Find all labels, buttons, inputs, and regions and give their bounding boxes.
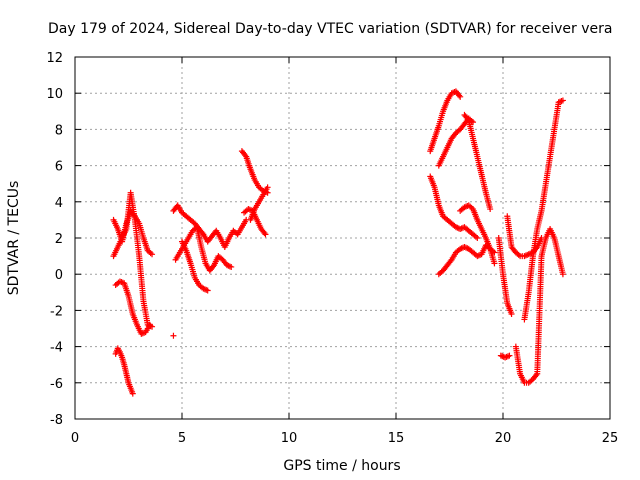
x-tick-label: 20 (495, 431, 512, 446)
data-point (506, 352, 513, 359)
data-point (262, 231, 269, 238)
data-point (146, 321, 153, 328)
data-point (242, 152, 249, 159)
data-point (533, 372, 540, 379)
data-point (558, 98, 565, 105)
data-series-segment (495, 235, 515, 318)
y-tick-label: 10 (46, 87, 63, 102)
data-point (487, 206, 494, 213)
grid-lines (75, 57, 610, 419)
y-tick-label: -4 (50, 341, 63, 356)
data-point (559, 97, 566, 104)
x-tick-label: 25 (602, 431, 619, 446)
data-series-segment (457, 202, 498, 267)
y-tick-label: 6 (55, 160, 63, 175)
plot-frame (74, 56, 611, 420)
data-point (504, 353, 511, 360)
x-axis-label: GPS time / hours (283, 458, 400, 474)
y-tick-label: 12 (46, 51, 63, 66)
data-series-segment (179, 238, 211, 294)
data-point (491, 260, 498, 267)
data-series-segment (427, 173, 481, 241)
data-series-segment (427, 88, 464, 155)
data-point (456, 92, 463, 99)
data-series-segment (172, 224, 235, 274)
data-series-segment (112, 345, 136, 397)
data-series-segment (461, 111, 494, 213)
data-series-segment (241, 206, 269, 238)
x-tick-label: 0 (71, 431, 79, 446)
data-point (261, 230, 268, 237)
y-tick-label: 8 (55, 123, 63, 138)
y-tick-label: 4 (55, 196, 63, 211)
x-tick-label: 5 (178, 431, 186, 446)
data-point (149, 251, 156, 258)
y-tick-label: 0 (55, 268, 63, 283)
data-series-segment (521, 97, 566, 323)
y-tick-label: -6 (50, 377, 63, 392)
data-series-segment (110, 189, 156, 330)
data-point (447, 258, 454, 265)
data-series-segment (512, 225, 566, 386)
chart-title: Day 179 of 2024, Sidereal Day-to-day VTE… (48, 21, 612, 37)
data-series-segment (170, 332, 177, 339)
data-point (210, 263, 217, 270)
y-tick-label: 2 (55, 232, 63, 247)
data-point (457, 93, 464, 100)
data-point (559, 271, 566, 278)
data-point (129, 390, 136, 397)
y-tick-label: -8 (50, 413, 63, 428)
data-series-segment (497, 352, 513, 361)
data-point (228, 263, 235, 270)
data-point (508, 311, 515, 318)
data-point (503, 353, 510, 360)
data-point (474, 235, 481, 241)
data-point (204, 287, 211, 294)
y-tick-label: -2 (50, 304, 63, 319)
data-series-segment (247, 184, 271, 223)
data-point (464, 115, 471, 122)
data-point (499, 353, 506, 360)
x-tick-label: 10 (281, 431, 298, 446)
data-points (110, 88, 566, 397)
x-tick-label: 15 (388, 431, 405, 446)
y-axis-label: SDTVAR / TECUs (6, 181, 22, 296)
data-point (264, 184, 271, 191)
data-point (170, 332, 177, 339)
data-series-segment (112, 278, 153, 337)
